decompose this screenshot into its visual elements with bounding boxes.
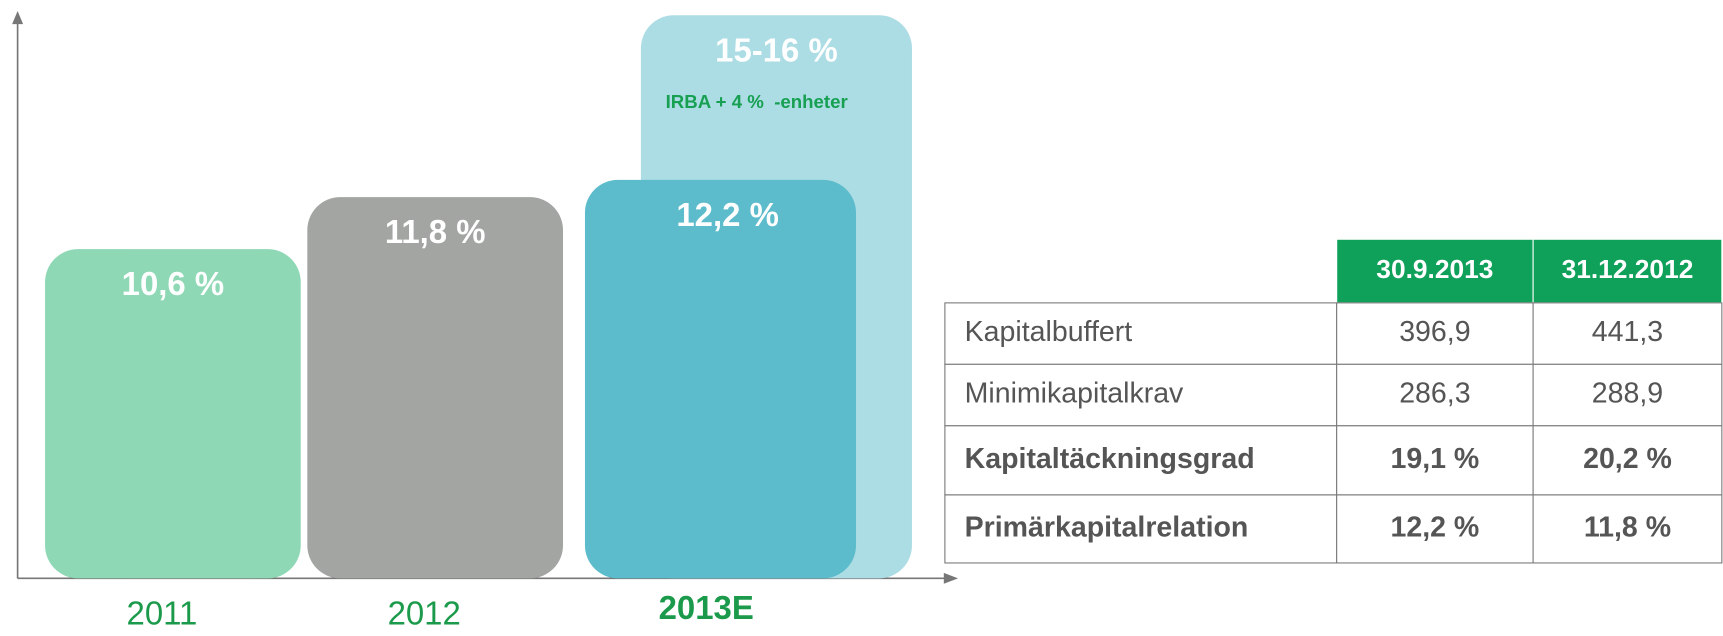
cell-text: 286,3 — [1399, 378, 1470, 410]
cell-text: 20,2 % — [1583, 443, 1672, 475]
row-label: Primärkapitalrelation — [965, 511, 1249, 543]
table-cell — [1532, 425, 1723, 496]
table-cell — [944, 425, 1338, 496]
table-cell — [1336, 363, 1534, 427]
category-label: 2012 — [388, 594, 461, 631]
cell-text: 12,2 % — [1390, 511, 1479, 543]
table-cell — [1532, 363, 1723, 427]
range-label: 15-16 % — [715, 31, 838, 68]
cell-text: 11,8 % — [1584, 511, 1671, 543]
cell-text: 441,3 — [1592, 316, 1663, 348]
cell-text: 19,1 % — [1390, 443, 1479, 475]
value-label: 10,6 % — [122, 265, 224, 302]
y-axis-arrow — [12, 10, 24, 25]
header-text: 31.12.2012 — [1562, 254, 1694, 284]
value-label: 12,2 % — [676, 196, 778, 233]
table-cell — [1532, 494, 1723, 564]
table-cell — [1336, 425, 1534, 496]
header-cell — [1336, 238, 1534, 304]
category-label: 2011 — [127, 594, 198, 631]
cell-text: 396,9 — [1399, 316, 1470, 348]
row-label: Kapitalbuffert — [965, 316, 1133, 348]
value-label: 11,8 % — [385, 213, 486, 250]
cell-text: 288,9 — [1592, 378, 1663, 410]
table-cell — [1532, 302, 1723, 365]
bar — [584, 179, 857, 579]
header-text: 30.9.2013 — [1376, 254, 1493, 284]
bar — [45, 249, 301, 579]
category-label: 2013E — [659, 589, 754, 626]
table-cell — [1336, 494, 1534, 564]
row-label: Minimikapitalkrav — [965, 378, 1184, 410]
table-cell — [944, 494, 1338, 564]
row-label: Kapitaltäckningsgrad — [965, 443, 1255, 475]
x-axis-arrow — [943, 572, 959, 584]
bar — [307, 197, 564, 579]
range-annotation: IRBA + 4 % -enheter — [666, 91, 848, 112]
